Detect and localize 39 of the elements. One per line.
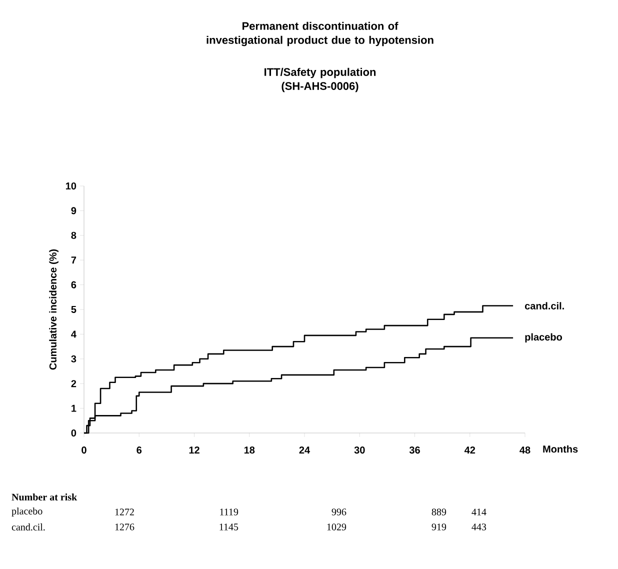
y-axis-title: Cumulative incidence (%) [49,249,58,370]
text: cand.cil. [12,523,45,531]
x-tick-label: 6 [136,446,142,454]
series-label: placebo [525,333,562,343]
text: 919 [432,524,446,530]
text: 443 [472,524,486,530]
y-tick-label: 10 [66,182,76,190]
text: 996 [332,508,346,516]
text: Number at risk [12,493,78,501]
x-tick-label: 24 [299,446,310,454]
text: 889 [432,508,446,516]
text: 414 [472,508,486,516]
y-tick-label: 0 [71,429,76,437]
y-tick-label: 9 [71,207,76,214]
x-tick-label: 12 [189,446,200,454]
y-tick-label: 1 [72,404,76,412]
y-tick-label: 7 [71,256,76,264]
chart-subtitle: ITT/Safety population (SH-AHS-0006) [264,68,376,92]
text: 1029 [327,524,346,530]
x-tick-label: 42 [464,446,476,454]
y-tick-label: 8 [71,232,76,239]
y-tick-label: 4 [71,330,76,338]
text: 1145 [220,524,238,530]
text: 1276 [115,524,134,530]
series-label: cand.cil. [524,302,564,310]
y-tick-label: 2 [71,380,76,388]
x-tick-label: 48 [520,446,530,454]
text: placebo [12,507,42,517]
y-tick-label: 5 [71,306,76,313]
y-tick-label: 6 [71,281,76,288]
text: 1272 [115,508,134,516]
y-tick-label: 3 [71,355,76,362]
x-tick-label: 18 [244,446,255,454]
x-tick-label: 30 [354,446,365,454]
x-tick-label: 36 [409,446,420,454]
x-tick-label: 0 [82,446,86,454]
text: 1119 [220,508,238,516]
x-axis-title: Months [543,445,578,453]
chart-title: Permanent discontinuation of investigational product due to hypotension [206,22,434,46]
